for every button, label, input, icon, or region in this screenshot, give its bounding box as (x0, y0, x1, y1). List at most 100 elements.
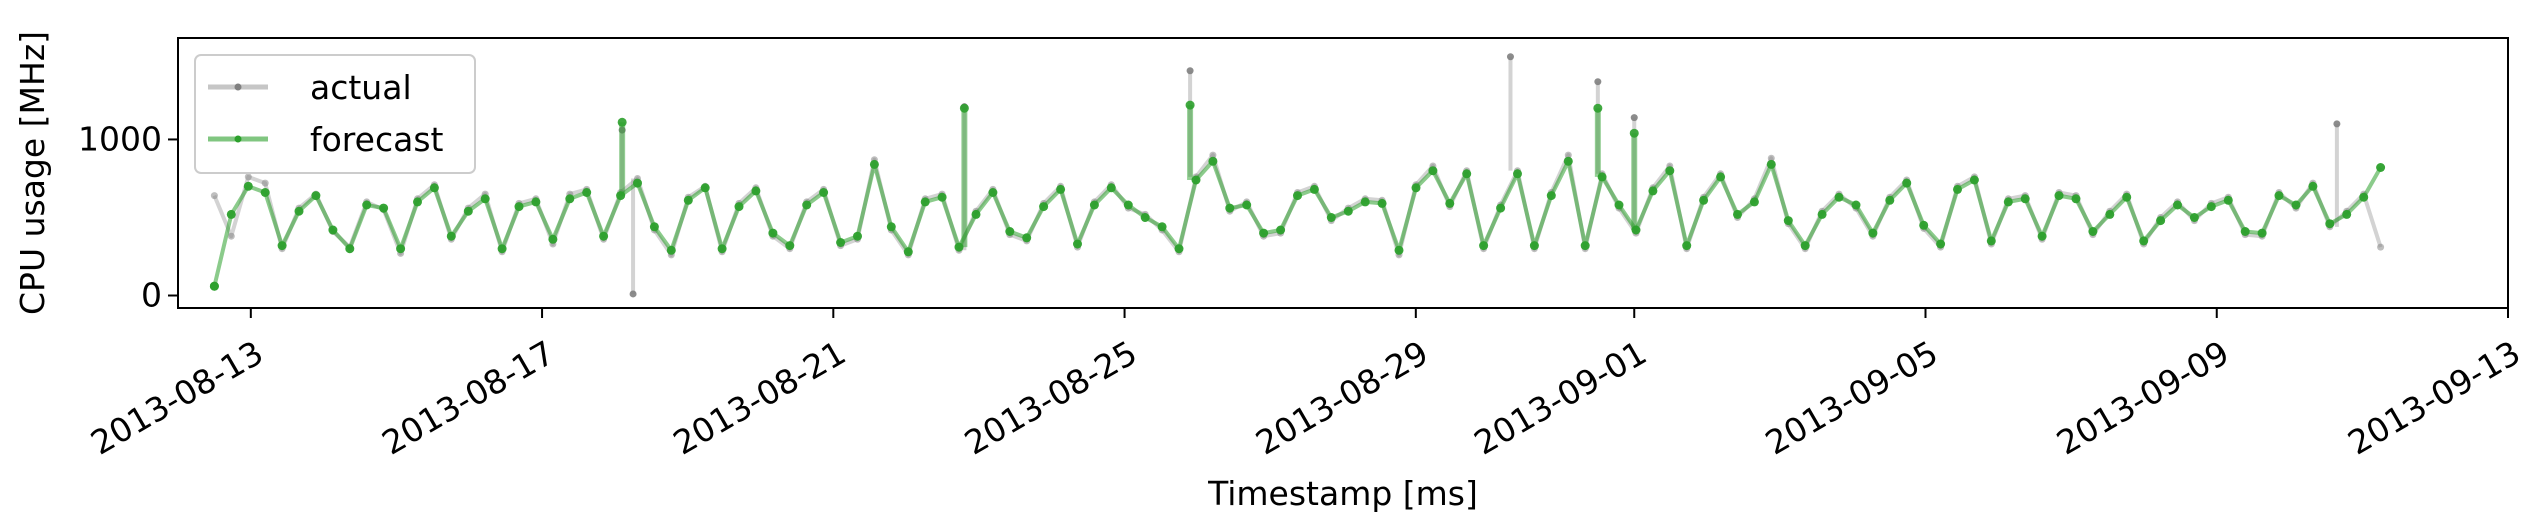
data-point-actual-92 (1767, 154, 1775, 162)
data-point-forecast-120 (2240, 227, 2250, 236)
data-point-forecast-112 (2105, 209, 2115, 219)
data-point-forecast-103 (1953, 184, 1962, 194)
data-point-forecast-71 (1411, 183, 1421, 193)
data-point-forecast-5 (294, 206, 304, 216)
data-point-forecast-60 (1225, 203, 1235, 213)
data-point-forecast-1 (226, 209, 236, 219)
data-point-forecast-39 (869, 159, 879, 169)
data-point-forecast-13 (429, 183, 439, 193)
data-point-forecast-61 (1242, 200, 1252, 210)
data-point-forecast-40 (886, 222, 896, 232)
data-point-forecast-110 (2071, 194, 2081, 204)
plot-area-frame (177, 37, 2509, 309)
data-point-forecast-26 (649, 222, 659, 232)
data-point-forecast-117 (2189, 213, 2199, 222)
data-point-forecast-53 (1106, 183, 1116, 193)
data-point-forecast-116 (2173, 200, 2182, 210)
data-point-forecast-75 (1479, 241, 1489, 251)
x-tick-label-2: 2013-08-21 (667, 333, 853, 463)
data-point-forecast-47 (1005, 227, 1015, 236)
data-point-forecast-125 (2325, 219, 2335, 229)
data-point-forecast-79 (1546, 191, 1556, 201)
data-point-forecast-78 (1529, 241, 1539, 251)
data-point-forecast-16 (480, 194, 490, 204)
series-line-forecast (212, 159, 2383, 287)
data-point-forecast-27 (666, 245, 676, 255)
data-point-forecast-52 (1089, 200, 1099, 210)
data-point-forecast-114 (2139, 236, 2149, 246)
x-tick-label-1: 2013-08-17 (375, 333, 561, 463)
data-point-forecast-74 (1462, 169, 1472, 179)
legend-entry-actual: actual (208, 68, 412, 107)
data-point-forecast-118 (2206, 202, 2216, 212)
data-point-forecast-50 (1056, 184, 1066, 194)
spike-point-actual-1 (629, 290, 637, 298)
data-point-forecast-100 (1902, 178, 1912, 188)
data-point-forecast-105 (1986, 236, 1996, 246)
x-tick-label-5: 2013-09-01 (1468, 333, 1654, 463)
spike-point-actual-7 (2333, 120, 2341, 128)
y-axis-label: CPU usage [MHz] (13, 31, 52, 315)
data-point-forecast-62 (1259, 228, 1269, 238)
data-point-forecast-32 (751, 186, 761, 196)
data-point-forecast-59 (1208, 156, 1218, 166)
data-point-forecast-20 (548, 234, 558, 244)
data-point-forecast-108 (2037, 231, 2047, 241)
data-point-forecast-107 (2020, 194, 2030, 204)
data-point-forecast-96 (1834, 192, 1844, 202)
data-point-forecast-69 (1377, 198, 1387, 208)
data-point-forecast-72 (1428, 166, 1438, 176)
data-point-forecast-31 (734, 202, 744, 212)
data-point-actual-1 (227, 232, 235, 240)
data-point-forecast-94 (1800, 241, 1810, 251)
data-point-forecast-126 (2342, 209, 2352, 219)
data-point-forecast-44 (954, 242, 964, 252)
data-point-forecast-83 (1614, 200, 1624, 210)
x-tick-label-7: 2013-09-09 (2050, 333, 2236, 463)
data-point-forecast-68 (1360, 197, 1370, 207)
data-point-forecast-42 (920, 197, 930, 207)
spike-point-actual-4 (1506, 53, 1514, 61)
data-point-actual-3 (261, 179, 269, 187)
data-point-forecast-43 (937, 192, 947, 202)
data-point-forecast-95 (1817, 209, 1827, 219)
data-point-forecast-7 (328, 225, 338, 235)
legend-label-forecast: forecast (310, 120, 444, 159)
data-point-forecast-55 (1140, 213, 1150, 222)
data-point-forecast-66 (1326, 213, 1336, 222)
y-tick-label-0: 0 (141, 276, 162, 315)
data-point-forecast-36 (819, 188, 829, 197)
data-point-forecast-18 (514, 202, 524, 212)
data-point-forecast-104 (1969, 175, 1979, 185)
data-point-actual-59 (1209, 151, 1217, 159)
data-point-forecast-25 (633, 178, 642, 188)
data-point-forecast-64 (1293, 191, 1302, 201)
data-point-forecast-77 (1513, 169, 1522, 179)
data-point-forecast-30 (717, 244, 727, 254)
x-tick-label-6: 2013-09-05 (1759, 333, 1945, 463)
spike-point-actual-6 (1630, 114, 1638, 122)
legend-entry-forecast: forecast (208, 120, 444, 159)
data-point-forecast-128 (2376, 163, 2386, 172)
data-point-forecast-9 (362, 200, 372, 210)
data-point-forecast-90 (1733, 209, 1742, 219)
series-layer (209, 53, 2386, 298)
data-point-forecast-21 (565, 194, 575, 204)
spike-point-forecast-5 (1629, 128, 1639, 138)
data-point-forecast-111 (2088, 227, 2098, 236)
data-point-forecast-115 (2156, 216, 2166, 226)
data-point-forecast-8 (345, 244, 355, 254)
data-point-forecast-51 (1073, 239, 1082, 249)
data-point-forecast-121 (2257, 228, 2267, 238)
data-point-forecast-3 (260, 188, 270, 197)
data-point-forecast-4 (277, 241, 287, 251)
spike-point-actual-3 (1186, 67, 1194, 75)
x-axis-label: Timestamp [ms] (1207, 474, 1478, 513)
data-point-actual-0 (210, 192, 218, 200)
data-point-forecast-101 (1919, 220, 1929, 230)
data-point-forecast-113 (2122, 192, 2132, 202)
data-point-forecast-46 (988, 188, 998, 197)
data-point-forecast-99 (1885, 195, 1895, 205)
data-point-forecast-63 (1276, 225, 1286, 235)
